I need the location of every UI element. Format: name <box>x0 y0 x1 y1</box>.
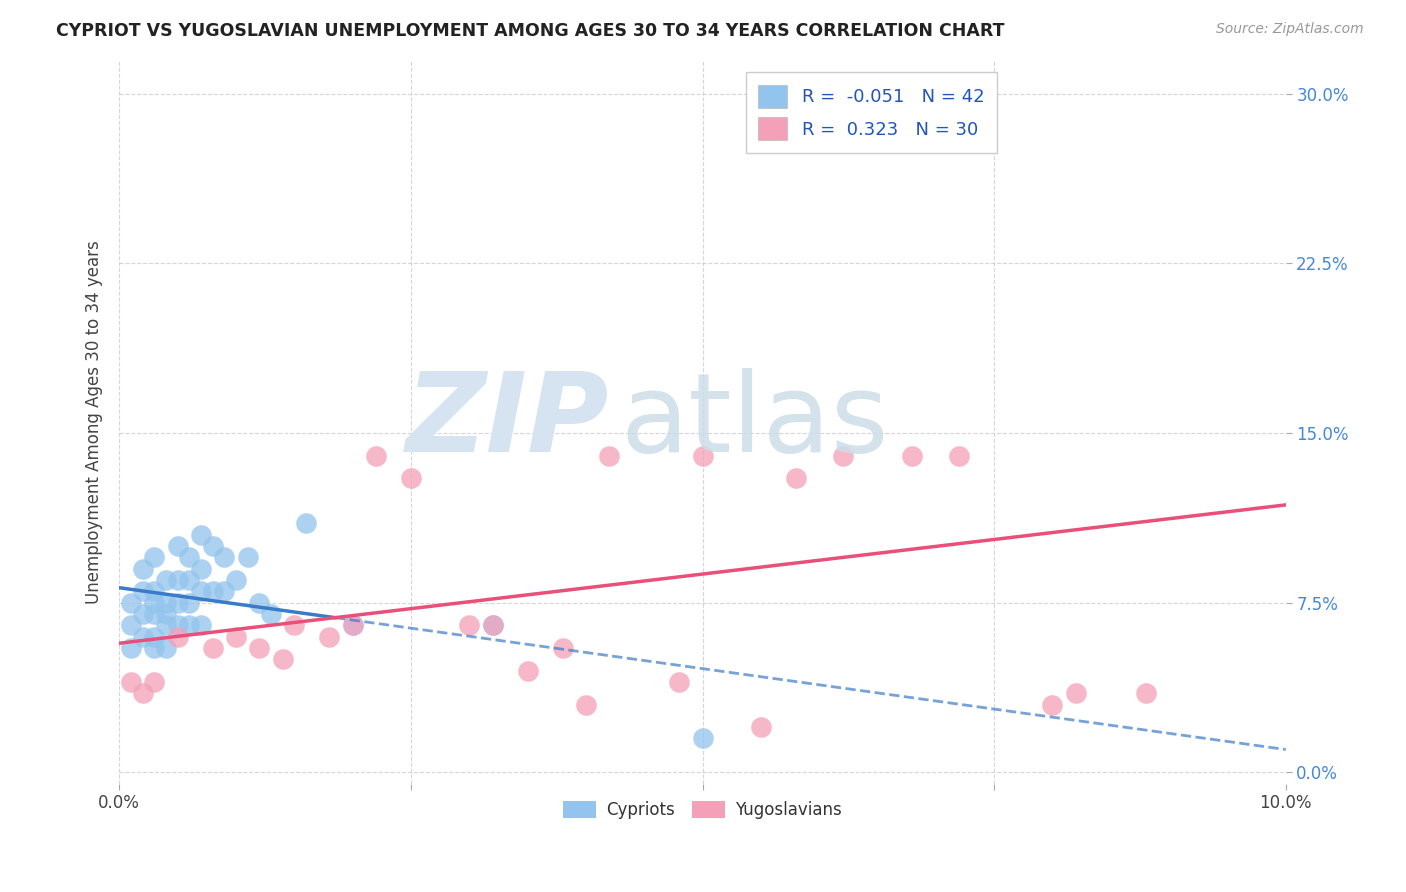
Point <box>399 471 422 485</box>
Text: CYPRIOT VS YUGOSLAVIAN UNEMPLOYMENT AMONG AGES 30 TO 34 YEARS CORRELATION CHART: CYPRIOT VS YUGOSLAVIAN UNEMPLOYMENT AMON… <box>56 22 1005 40</box>
Point <box>131 686 153 700</box>
Point <box>225 573 247 587</box>
Y-axis label: Unemployment Among Ages 30 to 34 years: Unemployment Among Ages 30 to 34 years <box>86 240 103 604</box>
Point <box>155 640 177 655</box>
Point <box>295 516 318 531</box>
Point <box>598 449 620 463</box>
Point <box>214 584 236 599</box>
Point <box>866 132 889 146</box>
Point <box>166 596 188 610</box>
Text: ZIP: ZIP <box>406 368 609 475</box>
Point <box>364 449 387 463</box>
Point <box>120 596 142 610</box>
Point <box>481 618 503 632</box>
Point <box>668 674 690 689</box>
Point <box>283 618 305 632</box>
Point <box>342 618 364 632</box>
Point <box>166 573 188 587</box>
Point <box>575 698 598 712</box>
Point <box>166 618 188 632</box>
Point <box>179 550 201 565</box>
Point <box>481 618 503 632</box>
Point <box>155 596 177 610</box>
Text: atlas: atlas <box>621 368 890 475</box>
Point <box>225 630 247 644</box>
Point <box>143 550 166 565</box>
Point <box>516 664 538 678</box>
Point <box>155 618 177 632</box>
Point <box>901 449 924 463</box>
Point <box>692 449 714 463</box>
Point <box>179 596 201 610</box>
Point <box>179 618 201 632</box>
Point <box>143 674 166 689</box>
Point <box>131 607 153 621</box>
Point <box>143 630 166 644</box>
Legend: Cypriots, Yugoslavians: Cypriots, Yugoslavians <box>557 795 849 826</box>
Point <box>201 640 224 655</box>
Point <box>236 550 259 565</box>
Point <box>342 618 364 632</box>
Point <box>1135 686 1157 700</box>
Point <box>166 630 188 644</box>
Point <box>458 618 481 632</box>
Point <box>143 584 166 599</box>
Point <box>948 449 970 463</box>
Point <box>120 618 142 632</box>
Point <box>179 573 201 587</box>
Point <box>120 674 142 689</box>
Point <box>155 607 177 621</box>
Point <box>131 562 153 576</box>
Point <box>1064 686 1087 700</box>
Point <box>190 528 212 542</box>
Point <box>143 596 166 610</box>
Point <box>131 630 153 644</box>
Point <box>166 539 188 553</box>
Point <box>749 720 772 734</box>
Point <box>155 573 177 587</box>
Point <box>143 607 166 621</box>
Point <box>247 596 270 610</box>
Point <box>260 607 283 621</box>
Point <box>692 731 714 746</box>
Point <box>131 584 153 599</box>
Point <box>190 584 212 599</box>
Point <box>201 584 224 599</box>
Point <box>143 640 166 655</box>
Point <box>201 539 224 553</box>
Point <box>831 449 853 463</box>
Point <box>190 618 212 632</box>
Text: Source: ZipAtlas.com: Source: ZipAtlas.com <box>1216 22 1364 37</box>
Point <box>247 640 270 655</box>
Point <box>214 550 236 565</box>
Point <box>785 471 807 485</box>
Point <box>318 630 340 644</box>
Point <box>190 562 212 576</box>
Point <box>551 640 574 655</box>
Point <box>1042 698 1064 712</box>
Point <box>271 652 294 666</box>
Point <box>120 640 142 655</box>
